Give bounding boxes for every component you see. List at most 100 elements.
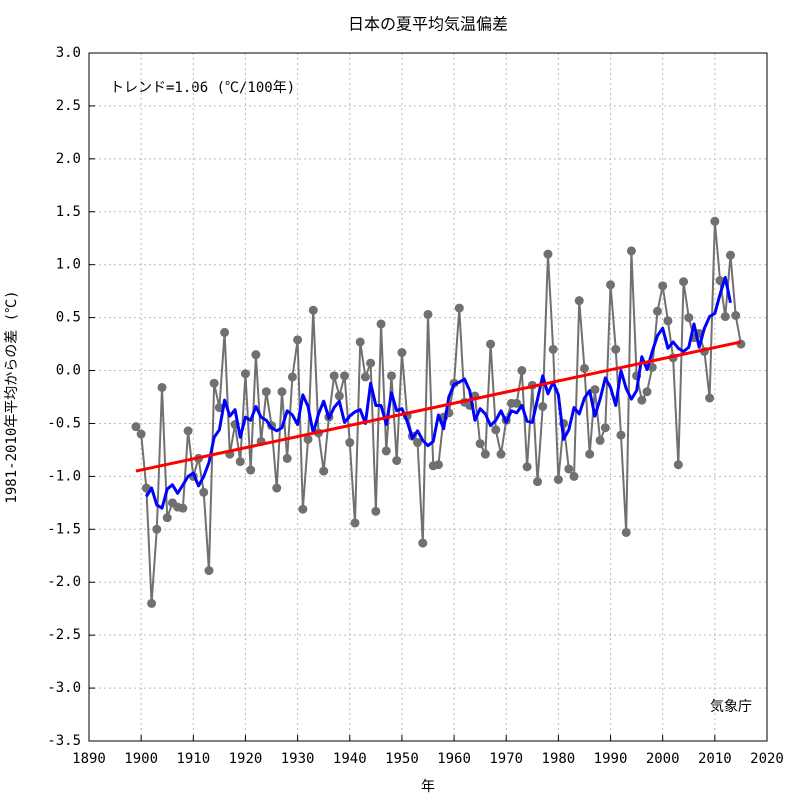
y-tick-label: -3.5	[47, 733, 81, 749]
y-tick-label: 0.5	[56, 310, 81, 326]
data-point	[287, 372, 297, 382]
data-point	[371, 506, 381, 516]
data-point	[220, 327, 230, 337]
x-tick-label: 1970	[489, 751, 523, 767]
data-point	[590, 385, 600, 395]
trend-line	[135, 340, 742, 473]
source-annotation: 気象庁	[710, 699, 752, 715]
data-point	[585, 449, 595, 459]
data-point	[606, 280, 616, 290]
y-tick-label: -1.5	[47, 521, 81, 537]
data-point	[533, 477, 543, 487]
y-tick-label: -3.0	[47, 680, 81, 696]
y-tick-label: -2.5	[47, 627, 81, 643]
data-point	[350, 518, 360, 528]
data-point	[538, 402, 548, 412]
data-point	[731, 310, 741, 320]
chart-title: 日本の夏平均気温偏差	[348, 15, 508, 34]
data-point	[147, 598, 157, 608]
y-tick-label: -0.5	[47, 415, 81, 431]
x-tick-label: 1900	[124, 751, 158, 767]
data-point	[272, 483, 282, 493]
data-point	[658, 281, 668, 291]
data-point	[454, 303, 464, 313]
x-tick-label: 2010	[698, 751, 732, 767]
data-point	[569, 471, 579, 481]
y-tick-label: 0.0	[56, 363, 81, 379]
data-point	[392, 456, 402, 466]
data-point	[376, 319, 386, 329]
data-point	[298, 504, 308, 514]
data-point	[616, 430, 626, 440]
data-point	[720, 312, 730, 322]
data-point	[277, 387, 287, 397]
data-point	[178, 503, 188, 513]
data-point	[199, 487, 209, 497]
data-point	[204, 566, 214, 576]
x-tick-label: 1920	[229, 751, 263, 767]
x-tick-label: 1940	[333, 751, 367, 767]
data-point	[642, 387, 652, 397]
data-point	[548, 344, 558, 354]
data-point	[397, 348, 407, 358]
data-point	[673, 460, 683, 470]
data-point	[553, 475, 563, 485]
data-point	[303, 434, 313, 444]
data-point	[386, 371, 396, 381]
y-axis-label: 1981-2010年平均からの差 (℃)	[4, 290, 20, 503]
x-tick-label: 1990	[594, 751, 628, 767]
data-point	[517, 366, 527, 376]
data-point	[637, 395, 647, 405]
data-point	[579, 363, 589, 373]
data-point	[131, 422, 141, 432]
data-point	[251, 350, 261, 360]
data-point	[162, 513, 172, 523]
data-point	[433, 460, 443, 470]
data-point	[235, 457, 245, 467]
x-tick-label: 2000	[646, 751, 680, 767]
data-point	[308, 305, 318, 315]
data-point	[418, 538, 428, 548]
data-point	[663, 316, 673, 326]
data-point	[366, 358, 376, 368]
data-point	[611, 344, 621, 354]
data-point	[626, 246, 636, 256]
data-point	[595, 435, 605, 445]
data-point	[684, 313, 694, 323]
data-point	[491, 425, 501, 435]
data-point	[652, 306, 662, 316]
series-line	[135, 220, 742, 605]
data-point	[486, 339, 496, 349]
data-point	[725, 250, 735, 260]
data-point	[574, 296, 584, 306]
data-point	[679, 277, 689, 287]
data-point	[621, 527, 631, 537]
data-point	[710, 216, 720, 226]
data-point	[475, 439, 485, 449]
series-line	[145, 275, 732, 510]
data-point	[355, 337, 365, 347]
data-point	[496, 449, 506, 459]
y-tick-label: 1.5	[56, 204, 81, 220]
data-point	[183, 426, 193, 436]
data-point	[564, 464, 574, 474]
trend-annotation: トレンド=1.06 (℃/100年)	[110, 80, 295, 96]
data-point	[705, 393, 715, 403]
data-point	[360, 372, 370, 382]
data-point	[157, 382, 167, 392]
data-point	[136, 429, 146, 439]
data-point	[512, 398, 522, 408]
data-point	[647, 362, 657, 372]
data-point	[240, 369, 250, 379]
data-point	[334, 391, 344, 401]
x-tick-label: 1930	[281, 751, 315, 767]
x-axis-label: 年	[421, 779, 435, 795]
x-tick-label: 1960	[437, 751, 471, 767]
data-point	[340, 371, 350, 381]
x-tick-label: 2020	[750, 751, 784, 767]
data-point	[293, 335, 303, 345]
y-tick-label: 3.0	[56, 45, 81, 61]
data-point	[246, 465, 256, 475]
data-point	[480, 449, 490, 459]
